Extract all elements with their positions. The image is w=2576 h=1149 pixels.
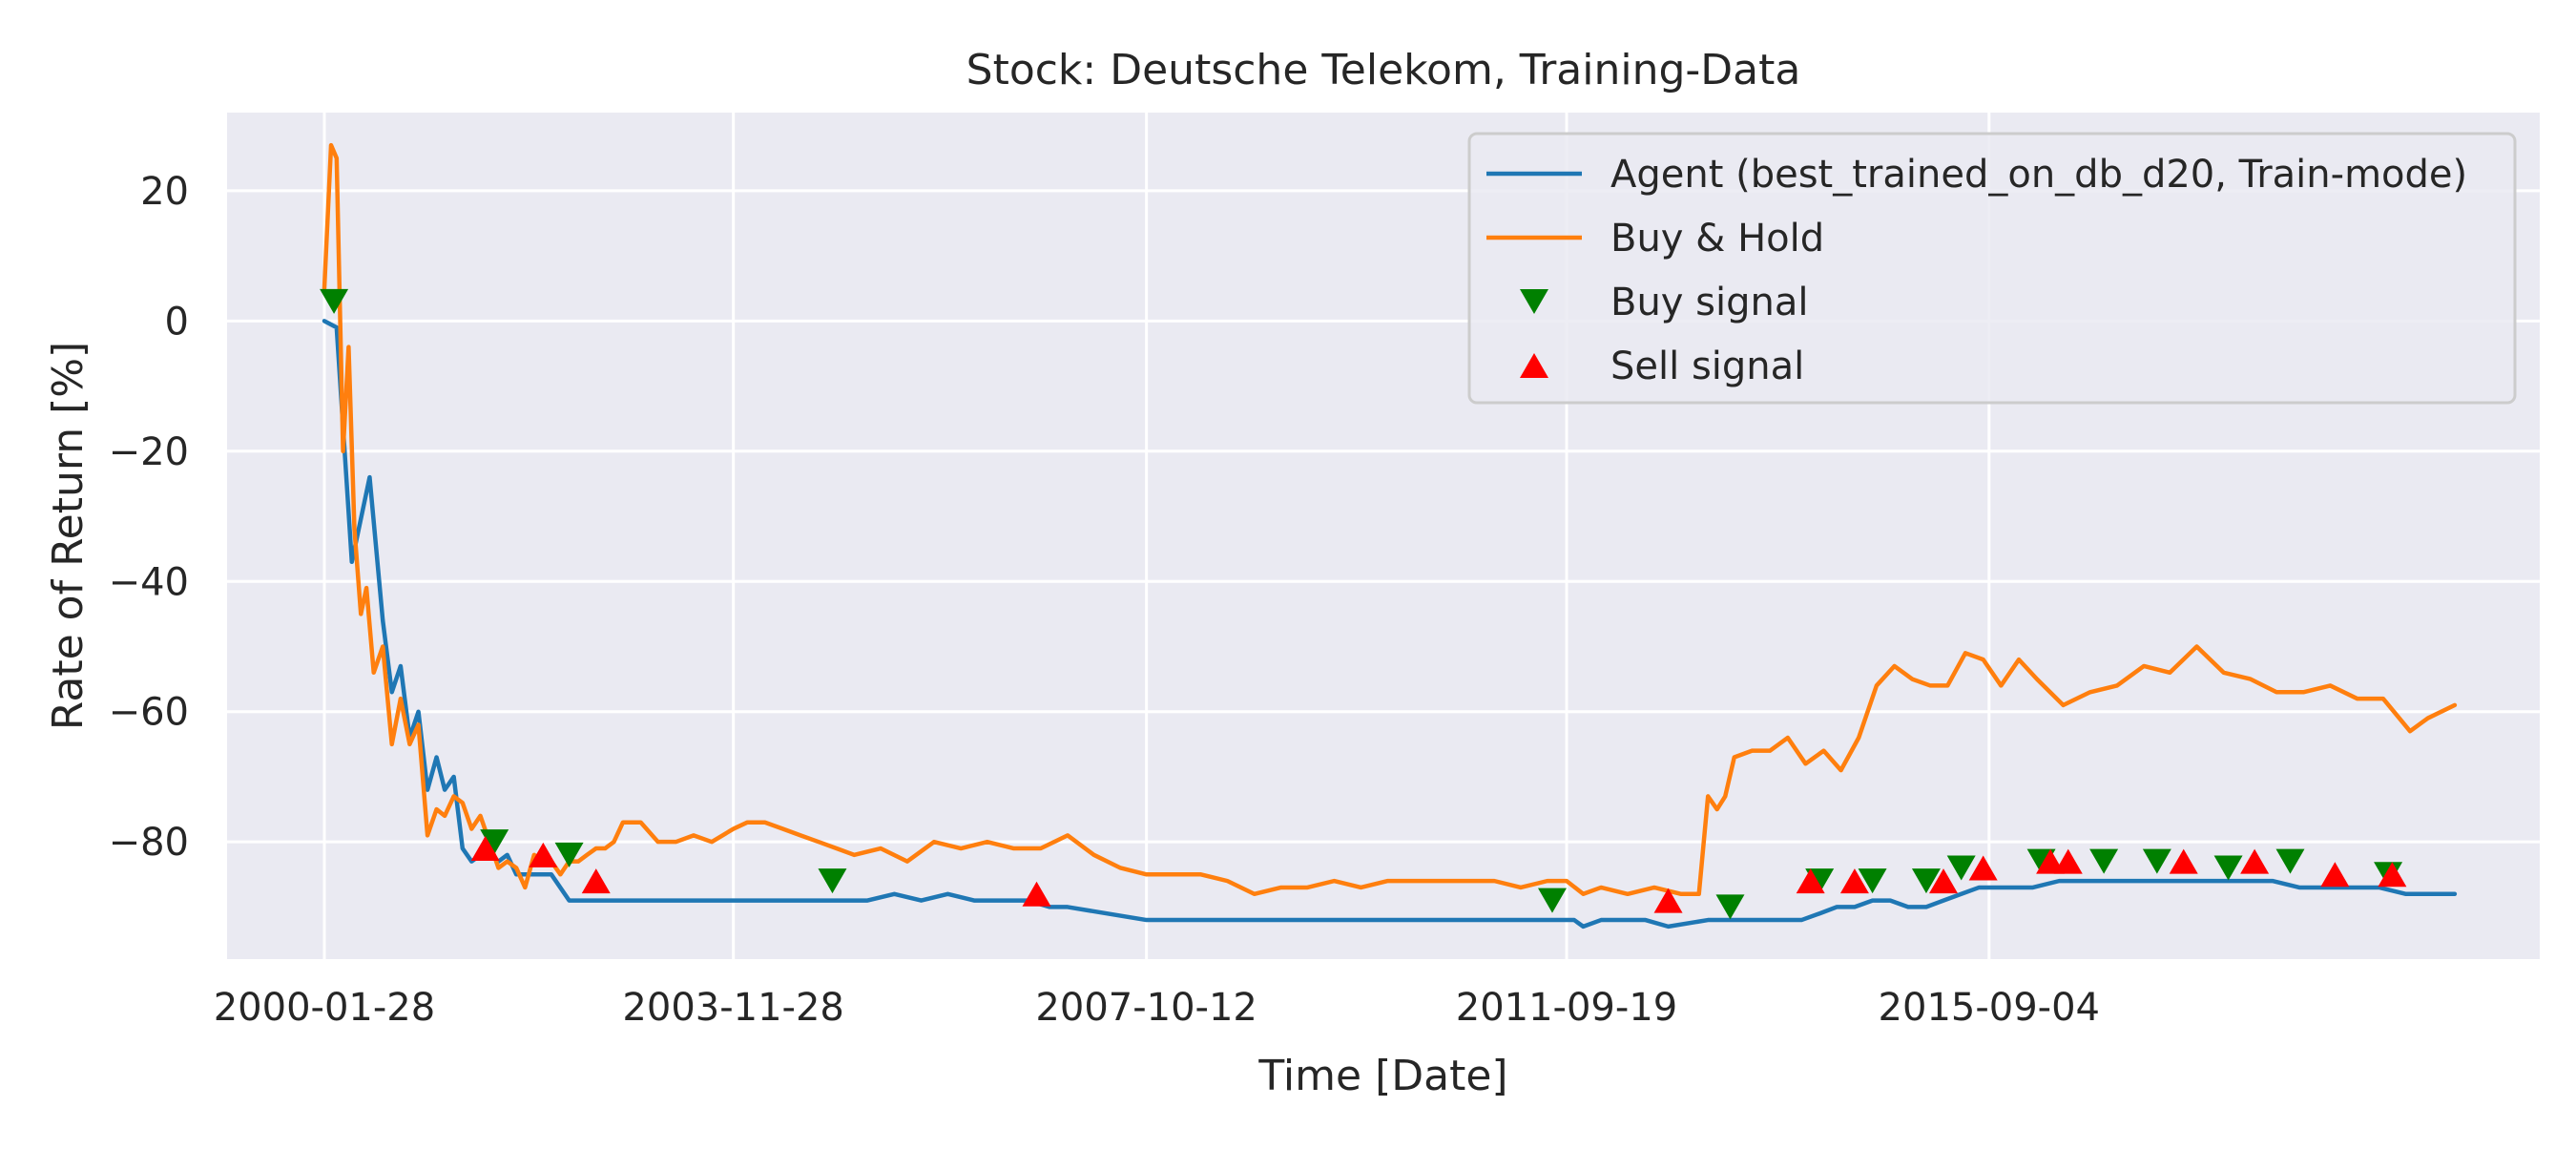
buy-signal-marker bbox=[2275, 848, 2305, 874]
buy-signal-marker bbox=[2142, 848, 2171, 874]
x-tick-label: 2000-01-28 bbox=[214, 986, 435, 1030]
buy-hold-series-line bbox=[322, 142, 2458, 897]
y-tick-label: 20 bbox=[140, 170, 189, 214]
buy-signal-marker bbox=[1911, 868, 1941, 894]
sell-signal-marker bbox=[1653, 888, 1683, 913]
legend-swatch-marker bbox=[1520, 289, 1548, 314]
y-tick-label: −40 bbox=[109, 560, 189, 604]
sell-signal-marker bbox=[581, 868, 611, 894]
sell-signal-marker bbox=[1929, 868, 1959, 894]
buy-signal-marker bbox=[818, 868, 847, 894]
y-tick-label: −60 bbox=[109, 691, 189, 735]
y-axis-label: Rate of Return [%] bbox=[44, 342, 93, 730]
buy-signal-marker bbox=[1715, 894, 1745, 920]
x-tick-label: 2007-10-12 bbox=[1035, 986, 1257, 1030]
x-axis-label: Time [Date] bbox=[1257, 1052, 1507, 1100]
x-tick-label: 2003-11-28 bbox=[622, 986, 843, 1030]
legend-label: Buy signal bbox=[1610, 281, 1809, 324]
sell-signal-marker bbox=[2169, 848, 2198, 874]
buy-signal-marker bbox=[554, 842, 584, 867]
buy-signal-marker bbox=[1537, 888, 1567, 913]
y-tick-label: −20 bbox=[109, 430, 189, 474]
sell-signal-marker bbox=[470, 836, 500, 862]
sell-signal-marker bbox=[1968, 855, 1998, 881]
sell-signal-marker bbox=[2320, 862, 2350, 888]
sell-signal-marker bbox=[529, 842, 558, 867]
y-tick-label: 0 bbox=[165, 300, 189, 344]
buy-signal-marker bbox=[320, 288, 349, 314]
sell-signal-marker bbox=[2240, 848, 2270, 874]
sell-signal-marker bbox=[2053, 848, 2083, 874]
buy-signal-marker bbox=[2089, 848, 2119, 874]
sell-signal-marker bbox=[1022, 881, 1051, 907]
legend-label: Buy & Hold bbox=[1610, 217, 1824, 261]
marker-layer bbox=[320, 288, 2407, 920]
x-tick-label: 2011-09-19 bbox=[1456, 986, 1677, 1030]
legend: Agent (best_trained_on_db_d20, Train-mod… bbox=[1467, 132, 2517, 405]
sell-signal-marker bbox=[2378, 862, 2407, 888]
chart-title: Stock: Deutsche Telekom, Training-Data bbox=[966, 46, 1801, 94]
buy-signal-marker bbox=[480, 829, 509, 855]
sell-signal-marker bbox=[1796, 868, 1825, 894]
buy-signal-marker bbox=[1858, 868, 1887, 894]
legend-swatch-marker bbox=[1520, 353, 1548, 378]
buy-signal-marker bbox=[2213, 855, 2243, 881]
legend-label: Agent (best_trained_on_db_d20, Train-mod… bbox=[1610, 153, 2467, 197]
x-tick-label: 2015-09-04 bbox=[1879, 986, 2100, 1030]
legend-box bbox=[1467, 132, 2517, 405]
y-tick-label: −80 bbox=[109, 821, 189, 865]
buy-signal-marker bbox=[1946, 855, 1976, 881]
sell-signal-marker bbox=[1839, 868, 1869, 894]
tick-labels: 2000-01-28 2003-11-28 2007-10-12 2011-09-19… bbox=[109, 170, 2100, 1030]
legend-label: Sell signal bbox=[1610, 345, 1804, 388]
